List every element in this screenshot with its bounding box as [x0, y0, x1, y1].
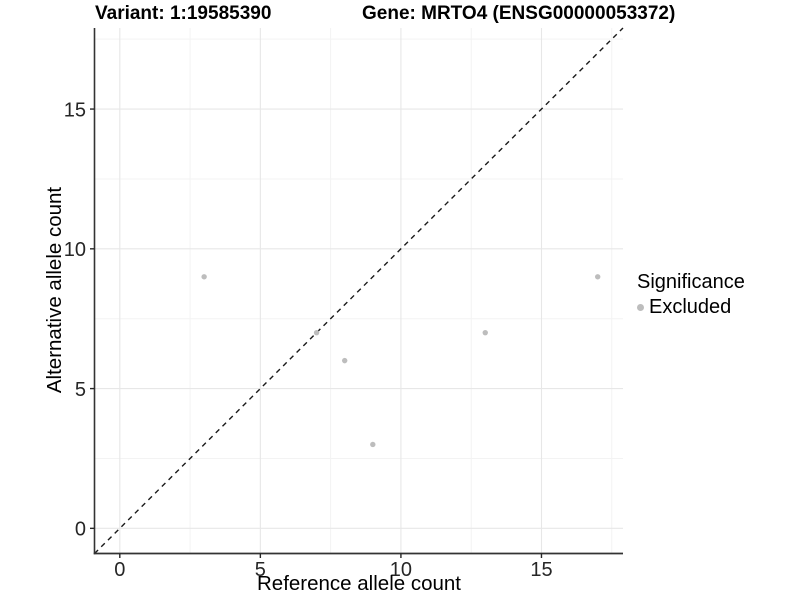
y-tick-label: 15: [64, 99, 86, 121]
data-point: [482, 329, 488, 336]
data-point: [370, 441, 376, 448]
legend-item-excluded: Excluded: [637, 296, 745, 319]
x-axis-title: Reference allele count: [257, 572, 461, 595]
identity-reference-line: [94, 27, 624, 554]
x-tick-label: 15: [530, 559, 552, 581]
y-tick-label: 10: [64, 239, 86, 261]
data-point: [201, 274, 207, 280]
excluded-point-icon: [637, 304, 644, 311]
legend: Significance Excluded: [637, 271, 745, 319]
plot-title-variant: Variant: 1:19585390: [95, 3, 272, 24]
data-point: [594, 274, 601, 280]
x-tick-label: 0: [114, 559, 125, 581]
data-point: [341, 357, 348, 364]
y-axis-title: Alternative allele count: [43, 186, 66, 394]
y-tick-label: 0: [75, 519, 86, 541]
x-tick-label: 5: [255, 559, 266, 581]
data-point: [313, 329, 320, 336]
legend-item-label: Excluded: [649, 296, 732, 318]
legend-title: Significance: [637, 271, 745, 293]
y-tick-label: 5: [75, 379, 86, 401]
plot-title-gene: Gene: MRTO4 (ENSG00000053372): [362, 3, 676, 24]
x-tick-label: 10: [390, 559, 412, 581]
